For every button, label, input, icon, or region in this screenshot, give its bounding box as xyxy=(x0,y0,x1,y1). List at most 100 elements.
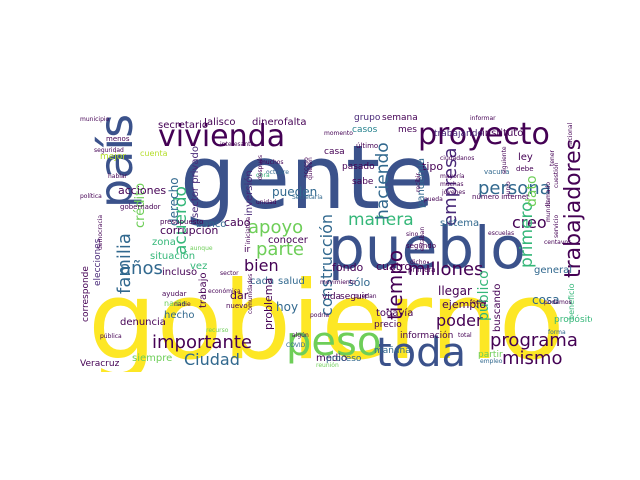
cloud-word: debe xyxy=(516,165,534,173)
cloud-word: denuncia xyxy=(120,317,166,328)
cloud-word: sólo xyxy=(348,276,371,289)
cloud-word: dar xyxy=(230,289,249,302)
cloud-word: primera xyxy=(408,266,436,274)
cloud-word: centavos xyxy=(544,239,571,246)
cloud-word: momento xyxy=(324,130,353,137)
cloud-word: nuevo xyxy=(226,302,248,310)
cloud-word: empresa xyxy=(440,147,461,226)
cloud-word: cosa xyxy=(532,293,560,307)
cloud-word: persona xyxy=(478,178,551,199)
cloud-word: empleo xyxy=(480,358,503,365)
cloud-word: presupuesto xyxy=(160,218,203,226)
cloud-word: buscando xyxy=(492,284,503,332)
cloud-word: bien xyxy=(244,256,279,275)
cloud-word: tener xyxy=(549,149,556,166)
cloud-word: después xyxy=(257,155,264,180)
cloud-word: casa xyxy=(324,147,345,157)
cloud-word: dinero xyxy=(252,117,284,128)
cloud-word: llegar xyxy=(438,284,472,298)
cloud-word: número internet xyxy=(472,193,529,201)
cloud-word: económica xyxy=(208,288,241,295)
cloud-word: país xyxy=(89,114,143,208)
cloud-word: nacional xyxy=(567,122,574,148)
cloud-word: problema xyxy=(262,278,275,330)
cloud-word: familia xyxy=(114,233,135,294)
cloud-word: precio xyxy=(374,320,402,330)
cloud-word: semana xyxy=(382,113,418,123)
cloud-word: gobernador xyxy=(120,203,161,211)
cloud-word: reunión xyxy=(316,362,339,369)
cloud-word: cada xyxy=(250,276,274,287)
cloud-word: unidad xyxy=(256,199,277,206)
cloud-word: último xyxy=(356,142,378,150)
cloud-word: menos xyxy=(106,135,130,143)
cloud-word: Jalisco xyxy=(203,117,235,128)
cloud-word: mejor xyxy=(100,152,126,162)
cloud-word: zona xyxy=(152,237,176,248)
cloud-word: incluso xyxy=(162,267,197,278)
cloud-word: instituto xyxy=(482,128,523,139)
cloud-word: acceso xyxy=(303,157,310,178)
cloud-word: vacuna xyxy=(484,168,509,176)
cloud-word: hecho xyxy=(164,310,194,321)
cloud-word: seguridad xyxy=(94,147,124,154)
cloud-word: iniciativa xyxy=(245,217,252,244)
cloud-word: Secretaría xyxy=(292,194,323,201)
cloud-word: jóvenes xyxy=(441,189,465,196)
cloud-word: todavía xyxy=(376,307,413,319)
cloud-word: hablar xyxy=(108,173,128,180)
cloud-word: total xyxy=(458,332,472,339)
cloud-word: trabajando xyxy=(434,129,483,139)
cloud-word: elecciones xyxy=(93,238,103,286)
cloud-word: trabajadores xyxy=(561,139,586,278)
cloud-word: interesante xyxy=(220,141,254,148)
cloud-word: sino xyxy=(406,231,419,238)
word-cloud: gobierno gente pueblo país vivienda proyecto t… xyxy=(80,108,592,372)
cloud-word: pasado xyxy=(342,162,375,172)
cloud-word: municipio xyxy=(80,116,110,123)
cloud-word: crédito xyxy=(133,183,148,228)
cloud-word: creo xyxy=(512,213,547,232)
cloud-word: quieren xyxy=(307,157,314,180)
cloud-word: podemos xyxy=(544,299,572,306)
cloud-word: corresponde xyxy=(81,266,91,322)
cloud-word: beneficio xyxy=(567,283,576,320)
cloud-word: segundo xyxy=(406,242,436,250)
cloud-word: ir xyxy=(244,245,251,255)
cloud-word: pueden xyxy=(272,185,317,199)
cloud-word: tipo xyxy=(422,160,443,173)
cloud-word: parte xyxy=(256,239,304,260)
cloud-word: haciendo xyxy=(373,142,393,220)
cloud-word: acuerdo xyxy=(171,186,191,255)
cloud-word: democracia xyxy=(97,215,104,250)
cloud-word: Veracruz xyxy=(80,359,120,369)
cloud-word: mayoría xyxy=(440,173,465,180)
cloud-word: corrupción xyxy=(160,224,218,237)
cloud-word: seguir xyxy=(340,292,368,302)
cloud-word: escuelas xyxy=(488,230,514,237)
cloud-word: gobierno xyxy=(88,259,565,372)
cloud-word: sabe xyxy=(352,177,374,187)
cloud-word: primero xyxy=(517,201,537,268)
cloud-word: mundo xyxy=(545,201,552,222)
cloud-word: dicho xyxy=(410,259,427,266)
cloud-word: pública xyxy=(100,333,122,340)
cloud-word: siguiente xyxy=(501,146,508,174)
cloud-word: ayudar xyxy=(162,290,187,298)
cloud-word: ejemplo xyxy=(442,298,486,311)
cloud-word: aunque xyxy=(190,245,213,252)
cloud-word: gente xyxy=(180,126,434,229)
cloud-word: nadie xyxy=(164,299,186,308)
cloud-word: público xyxy=(476,270,492,321)
cloud-word: sector xyxy=(220,270,239,277)
cloud-word: poder xyxy=(436,311,483,330)
cloud-word: tiempo xyxy=(383,250,407,320)
cloud-word: manera xyxy=(348,210,414,230)
cloud-word: proceso xyxy=(326,354,362,364)
cloud-word: Ciudad xyxy=(184,350,240,369)
cloud-word: algún xyxy=(292,332,309,339)
cloud-word: años xyxy=(120,258,163,279)
cloud-word: pueblo xyxy=(328,214,526,282)
cloud-word: derecho xyxy=(167,177,181,226)
